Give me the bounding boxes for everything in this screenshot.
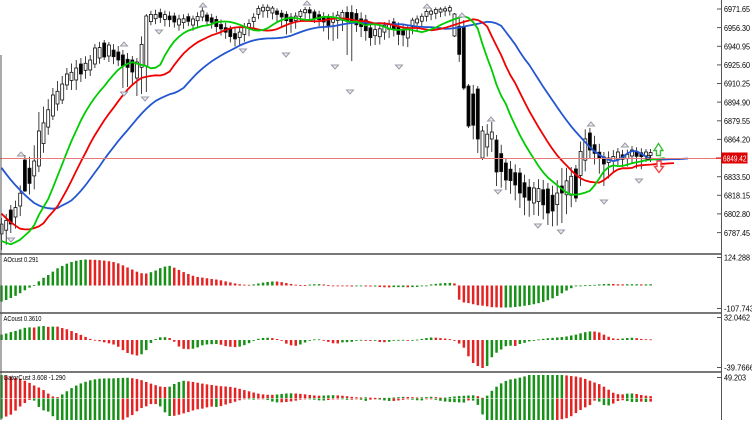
svg-text:6879.55: 6879.55 <box>724 116 750 126</box>
svg-text:6925.60: 6925.60 <box>724 60 750 70</box>
svg-text:6818.15: 6818.15 <box>724 191 750 201</box>
svg-text:6894.90: 6894.90 <box>724 97 750 107</box>
svg-text:6971.65: 6971.65 <box>724 4 750 14</box>
svg-text:6910.25: 6910.25 <box>724 79 750 89</box>
svg-text:GatorCust 3.608 -1.290: GatorCust 3.608 -1.290 <box>4 373 66 382</box>
svg-text:32.0462: 32.0462 <box>724 313 750 323</box>
svg-text:49.203: 49.203 <box>724 373 746 383</box>
svg-text:124.288: 124.288 <box>724 253 750 263</box>
svg-text:AOcust 0.291: AOcust 0.291 <box>4 255 39 264</box>
svg-text:-107.743: -107.743 <box>724 304 752 314</box>
svg-text:6787.45: 6787.45 <box>724 228 750 238</box>
svg-text:6864.20: 6864.20 <box>724 135 750 145</box>
svg-text:6833.50: 6833.50 <box>724 172 750 182</box>
svg-text:ACoust 0.3610: ACoust 0.3610 <box>4 314 42 323</box>
svg-text:6802.80: 6802.80 <box>724 209 750 219</box>
svg-text:6940.95: 6940.95 <box>724 42 750 52</box>
svg-text:-39.7666: -39.7666 <box>724 363 752 373</box>
svg-text:6956.30: 6956.30 <box>724 23 750 33</box>
svg-text:6849.42: 6849.42 <box>723 154 747 164</box>
